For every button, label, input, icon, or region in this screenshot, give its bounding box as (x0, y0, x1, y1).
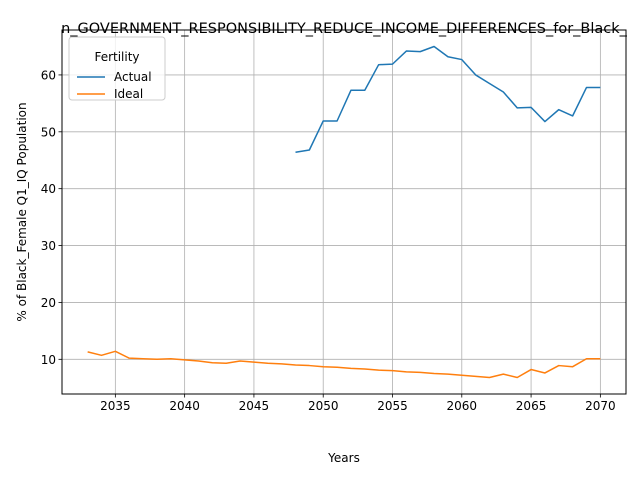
y-tick-label: 50 (41, 125, 56, 139)
chart-title: n_GOVERNMENT_RESPONSIBILITY_REDUCE_INCOM… (61, 21, 628, 37)
x-tick-label: 2040 (169, 399, 200, 413)
x-tick-label: 2070 (585, 399, 616, 413)
x-tick-label: 2045 (239, 399, 270, 413)
legend-title: Fertility (94, 50, 139, 64)
y-tick-label: 40 (41, 182, 56, 196)
series-lines (87, 45, 601, 379)
grid (62, 30, 626, 394)
x-tick-label: 2060 (447, 399, 478, 413)
x-tick-label: 2055 (377, 399, 408, 413)
y-axis-label: % of Black_Female Q1_IQ Population (15, 102, 29, 321)
y-tick-label: 20 (41, 296, 56, 310)
x-axis-label: Years (327, 451, 360, 465)
series-line-actual (295, 45, 601, 154)
y-tick-label: 10 (41, 353, 56, 367)
x-tick-label: 2065 (516, 399, 547, 413)
series-line-ideal (87, 350, 601, 379)
y-tick-label: 30 (41, 239, 56, 253)
plot-frame (61, 29, 627, 395)
axis-ticks: 2035 2040 2045 2050 2055 2060 2065 2070 10 20 30 40… (41, 68, 616, 413)
legend[interactable]: Fertility Actual Ideal (68, 36, 166, 101)
legend-label-actual: Actual (114, 70, 152, 84)
legend-box (68, 36, 166, 101)
x-tick-label: 2035 (100, 399, 131, 413)
x-tick-label: 2050 (308, 399, 339, 413)
legend-label-ideal: Ideal (114, 87, 143, 101)
y-tick-label: 60 (41, 68, 56, 82)
